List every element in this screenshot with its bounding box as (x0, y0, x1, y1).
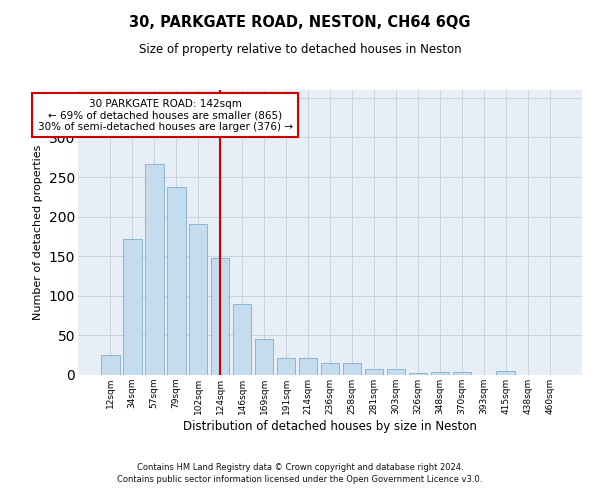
Bar (365, 368, 383, 375)
Text: 30 PARKGATE ROAD: 142sqm
← 69% of detached houses are smaller (865)
30% of semi-: 30 PARKGATE ROAD: 142sqm ← 69% of detach… (38, 98, 293, 132)
Text: 30, PARKGATE ROAD, NESTON, CH64 6QG: 30, PARKGATE ROAD, NESTON, CH64 6QG (129, 15, 471, 30)
Text: Size of property relative to detached houses in Neston: Size of property relative to detached ho… (139, 42, 461, 56)
Text: Contains public sector information licensed under the Open Government Licence v3: Contains public sector information licen… (118, 475, 482, 484)
Bar (189, 224, 208, 375)
Bar (431, 372, 449, 375)
Text: Contains HM Land Registry data © Crown copyright and database right 2024.: Contains HM Land Registry data © Crown c… (137, 464, 463, 472)
Bar (343, 363, 361, 375)
Bar (299, 358, 317, 375)
Y-axis label: Number of detached properties: Number of detached properties (33, 145, 43, 320)
Bar (167, 188, 185, 375)
Bar (386, 368, 405, 375)
Bar (277, 358, 295, 375)
Bar (123, 239, 142, 375)
Bar (255, 340, 274, 375)
Bar (496, 371, 515, 375)
Bar (211, 258, 229, 375)
Bar (233, 304, 251, 375)
Bar (145, 164, 164, 375)
Bar (409, 374, 427, 375)
Bar (452, 372, 471, 375)
X-axis label: Distribution of detached houses by size in Neston: Distribution of detached houses by size … (183, 420, 477, 432)
Bar (320, 363, 340, 375)
Bar (101, 355, 119, 375)
